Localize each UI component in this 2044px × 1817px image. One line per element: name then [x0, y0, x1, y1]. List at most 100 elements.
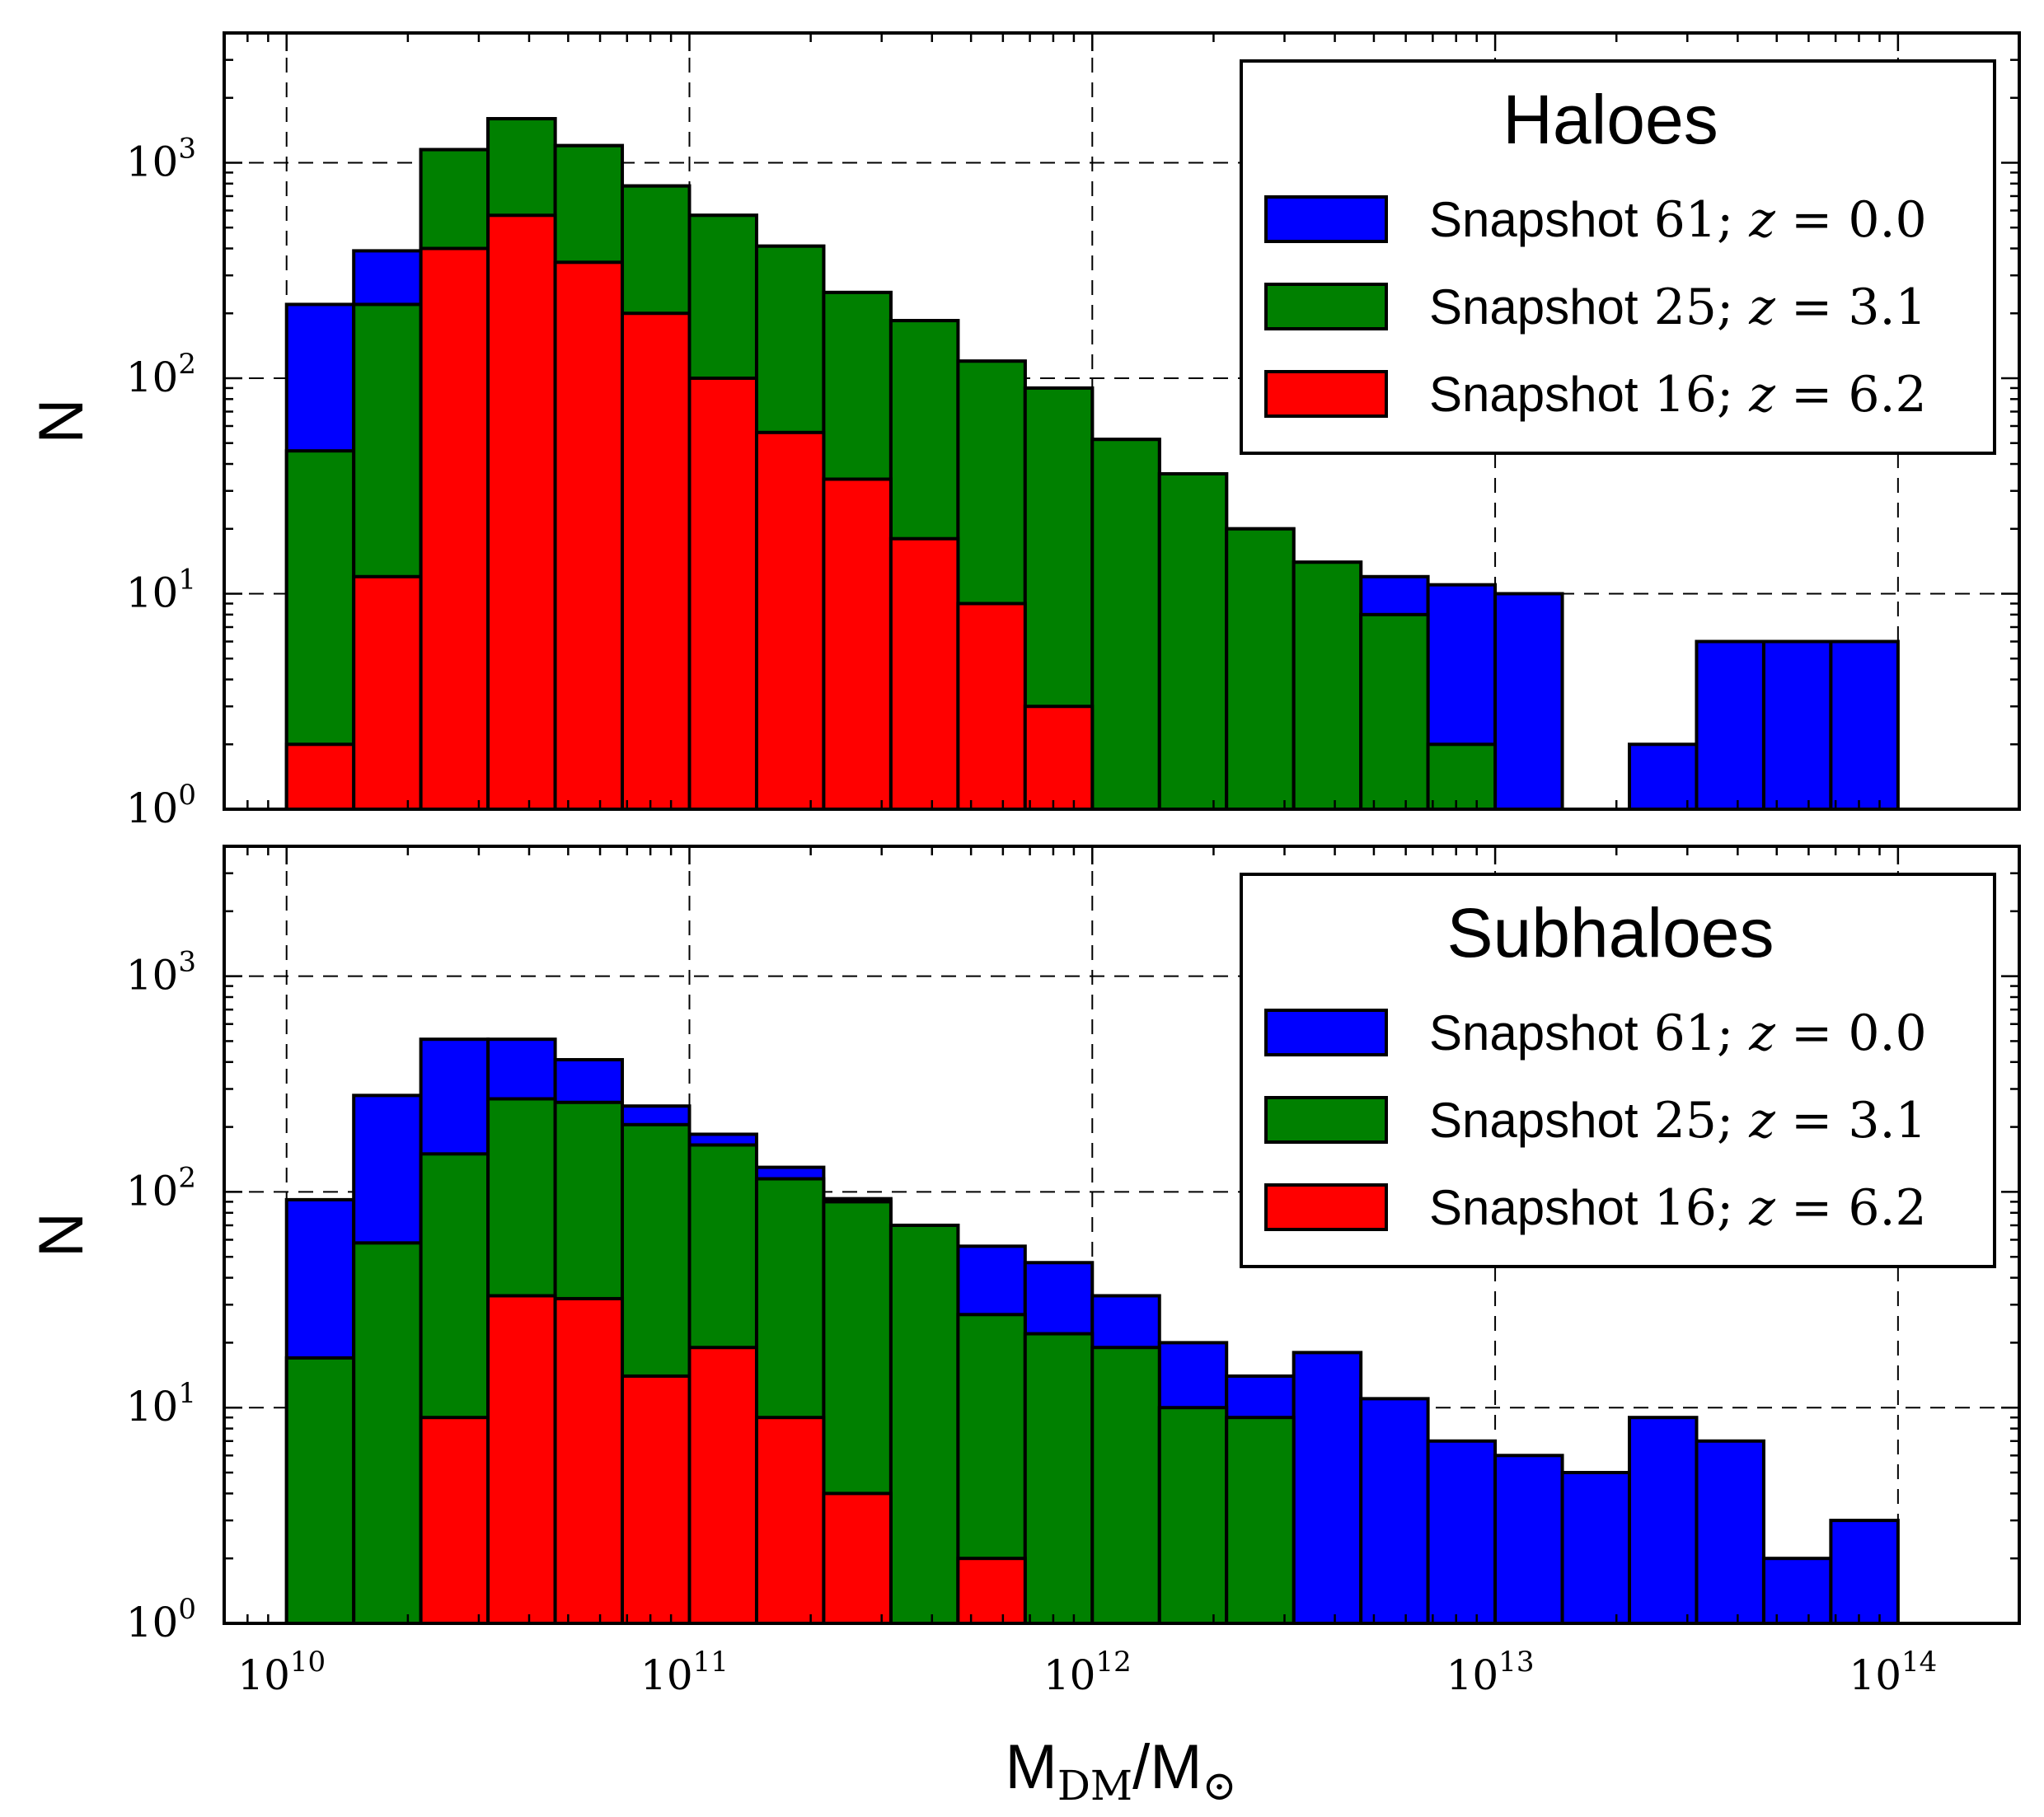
- bar: [956, 1557, 1027, 1626]
- bar: [284, 742, 356, 811]
- bar: [754, 1416, 826, 1626]
- x-label-slash: /M: [1132, 1732, 1202, 1802]
- legend-label-snapshot-61: Snapshot 61; z = 0.0: [1429, 191, 1927, 249]
- legend-label-z: z: [1748, 1005, 1775, 1062]
- bar: [1426, 742, 1498, 811]
- bar: [1359, 612, 1430, 811]
- y-tick-label: 100: [126, 779, 196, 832]
- legend: Haloes Snapshot 61; z = 0.0 Snapshot 25; z…: [1240, 59, 1996, 455]
- y-tick-base: 10: [126, 952, 179, 1000]
- bar: [1426, 1439, 1498, 1625]
- y-tick-base: 10: [126, 784, 179, 832]
- bar: [1829, 1519, 1900, 1625]
- legend-label-snapshot-25: Snapshot 25; z = 3.1: [1429, 279, 1927, 336]
- bar: [1090, 438, 1161, 811]
- x-tick-exponent: 11: [693, 1646, 729, 1679]
- bar: [621, 1374, 691, 1625]
- legend-label-number: 61: [1638, 191, 1717, 249]
- y-tick-exponent: 0: [178, 779, 196, 812]
- bar: [888, 1223, 960, 1626]
- bar: [553, 260, 625, 811]
- bars: [284, 117, 1900, 812]
- legend-label-number: 61: [1638, 1005, 1717, 1062]
- bar: [1292, 560, 1363, 811]
- legend-label-eq: =: [1775, 279, 1848, 336]
- y-axis-label: N: [26, 1212, 96, 1257]
- x-tick-label: 1013: [1446, 1646, 1535, 1699]
- y-tick-exponent: 2: [178, 348, 196, 381]
- y-tick-base: 10: [126, 354, 179, 401]
- legend-label-eq: =: [1775, 366, 1848, 424]
- bar: [284, 1356, 356, 1626]
- bar: [754, 430, 826, 812]
- legend-label-eq: =: [1775, 1005, 1848, 1062]
- y-tick-exponent: 0: [178, 1593, 196, 1626]
- legend-label-number: 16: [1638, 366, 1717, 424]
- bar: [687, 1346, 758, 1625]
- bar: [419, 1416, 490, 1626]
- y-tick-label: 102: [126, 1161, 196, 1215]
- bar: [1761, 1557, 1833, 1626]
- x-tick-label: 1010: [237, 1646, 326, 1699]
- bar: [956, 602, 1027, 811]
- legend-label-zval: 0.0: [1848, 191, 1926, 249]
- legend-label-word: Snapshot: [1429, 1005, 1638, 1061]
- x-tick-base: 10: [237, 1651, 290, 1699]
- legend-label-snapshot-16: Snapshot 16; z = 6.2: [1429, 366, 1927, 424]
- bar: [352, 574, 423, 812]
- legend-label-word: Snapshot: [1429, 367, 1638, 422]
- x-tick-label: 1014: [1849, 1646, 1937, 1699]
- legend-label-snapshot-16: Snapshot 16; z = 6.2: [1429, 1179, 1927, 1237]
- x-tick-base: 10: [640, 1651, 693, 1699]
- x-tick-exponent: 12: [1095, 1646, 1131, 1679]
- legend-label-sep: ;: [1717, 279, 1749, 336]
- axes-frame: [223, 845, 2021, 1625]
- y-tick-label: 103: [126, 132, 196, 185]
- legend-swatch-snapshot-61: [1264, 1009, 1388, 1056]
- y-tick-exponent: 3: [178, 946, 196, 979]
- legend-label-number: 25: [1638, 1092, 1717, 1150]
- bar: [352, 1241, 423, 1625]
- bar: [1493, 1454, 1564, 1625]
- y-tick-base: 10: [126, 1599, 179, 1646]
- bar: [486, 1294, 557, 1625]
- x-tick-base: 10: [1446, 1651, 1499, 1699]
- legend-swatch-snapshot-25: [1264, 283, 1388, 330]
- bar: [486, 213, 557, 811]
- legend-label-sep: ;: [1717, 191, 1749, 249]
- legend-label-zval: 3.1: [1848, 279, 1926, 336]
- x-tick-label: 1012: [1043, 1646, 1132, 1699]
- legend-label-z: z: [1748, 279, 1775, 336]
- legend-label-sep: ;: [1717, 1179, 1749, 1237]
- bar: [553, 1296, 625, 1626]
- bar: [1627, 742, 1699, 811]
- y-tick-base: 10: [126, 1383, 179, 1431]
- legend-label-word: Snapshot: [1429, 279, 1638, 335]
- bar: [1090, 1346, 1161, 1625]
- x-axis-title: MDM/M⊙: [1006, 1732, 1237, 1810]
- x-tick-exponent: 14: [1901, 1646, 1937, 1679]
- bar: [1627, 1416, 1699, 1626]
- legend-label-word: Snapshot: [1429, 1180, 1638, 1235]
- y-tick-label: 101: [126, 1377, 196, 1431]
- x-tick-exponent: 13: [1498, 1646, 1534, 1679]
- bar: [822, 477, 893, 811]
- legend-label-word: Snapshot: [1429, 1093, 1638, 1148]
- legend-label-z: z: [1748, 191, 1775, 249]
- legend-label-zval: 6.2: [1848, 1179, 1926, 1237]
- legend-label-sep: ;: [1717, 1092, 1749, 1150]
- legend-label-zval: 3.1: [1848, 1092, 1926, 1150]
- legend-label-sep: ;: [1717, 366, 1749, 424]
- bar: [1225, 1416, 1296, 1626]
- bar: [1225, 527, 1296, 811]
- bar: [1695, 639, 1765, 811]
- legend-title: Haloes: [1503, 81, 1718, 158]
- bar: [1359, 1397, 1430, 1626]
- legend-title: Subhaloes: [1447, 894, 1774, 972]
- legend-swatch-snapshot-25: [1264, 1096, 1388, 1144]
- series-snapshot-16: [419, 1294, 1027, 1626]
